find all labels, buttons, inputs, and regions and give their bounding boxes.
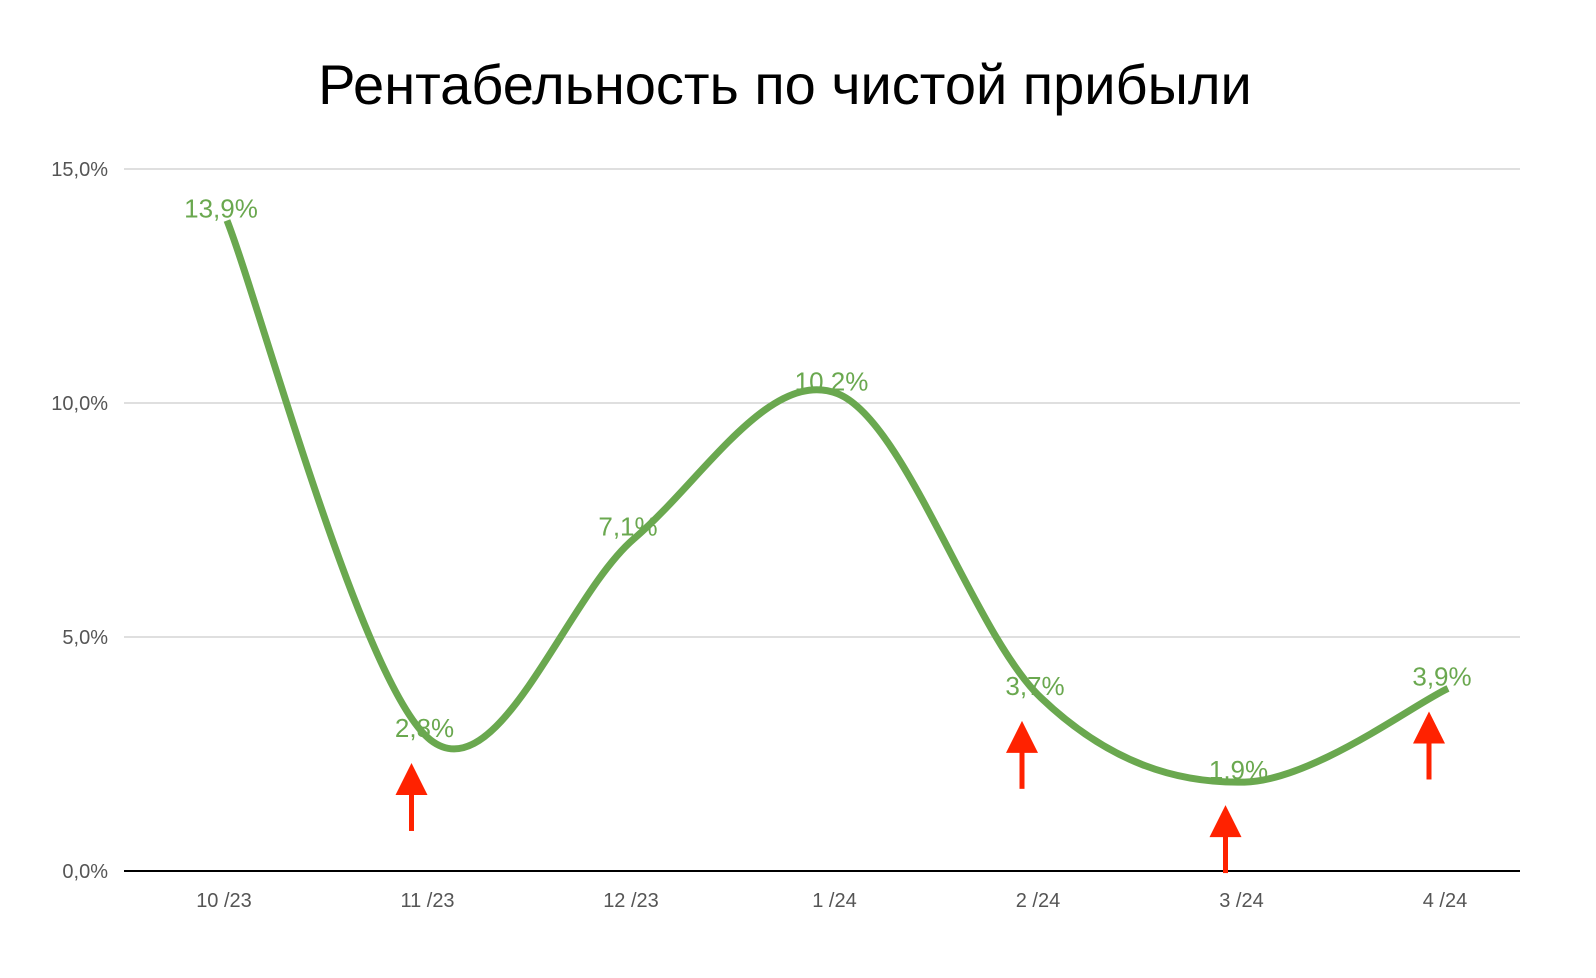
x-tick-label: 11 /23 bbox=[400, 890, 454, 912]
x-tick-label: 2 /24 bbox=[1016, 890, 1060, 912]
y-tick-label: 15,0% bbox=[51, 159, 108, 181]
chart-title: Рентабельность по чистой прибыли bbox=[318, 53, 1252, 116]
series-line bbox=[223, 219, 1450, 786]
data-label: 3,7% bbox=[1005, 671, 1064, 701]
data-label: 7,1% bbox=[598, 512, 657, 542]
data-label: 13,9% bbox=[184, 193, 258, 223]
x-tick-label: 12 /23 bbox=[603, 890, 659, 912]
x-tick-label: 4 /24 bbox=[1423, 890, 1467, 912]
up-arrow-icon bbox=[1006, 720, 1038, 789]
data-label: 1,9% bbox=[1209, 755, 1268, 785]
x-tick-label: 1 /24 bbox=[812, 890, 856, 912]
up-arrow-icon bbox=[1209, 805, 1242, 874]
x-tick-label: 3 /24 bbox=[1219, 890, 1263, 912]
data-label: 3,9% bbox=[1412, 661, 1471, 691]
x-tick-label: 10 /23 bbox=[196, 890, 252, 912]
y-tick-label: 5,0% bbox=[62, 627, 108, 649]
up-arrow-icon bbox=[395, 762, 428, 831]
data-label: 2,8% bbox=[395, 713, 454, 743]
y-tick-label: 10,0% bbox=[51, 393, 108, 415]
y-tick-label: 0,0% bbox=[62, 861, 108, 883]
data-label: 10,2% bbox=[795, 367, 869, 397]
up-arrow-icon bbox=[1413, 711, 1445, 780]
